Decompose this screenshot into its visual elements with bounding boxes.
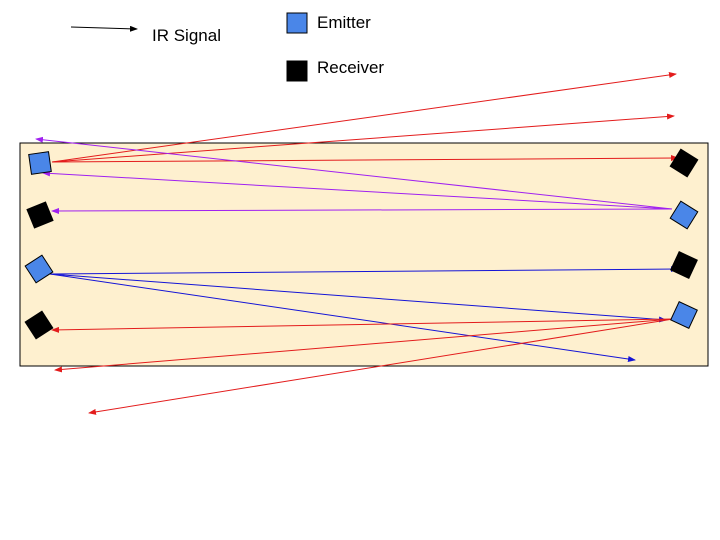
signal-red-line [51,318,674,333]
signal-blue-line [49,273,636,362]
signal-red-line [88,318,674,415]
signal-blue-line [49,273,667,323]
emitter-square [28,151,52,175]
receiver-square [670,251,698,279]
emitter-square [670,301,698,329]
receiver-square [669,148,699,178]
legend-receiver-label: Receiver [317,58,385,77]
legend-signal-label: IR Signal [152,26,221,45]
legend-emitter-swatch [286,12,308,34]
signal-red-line [51,113,675,163]
signal-blue-line [49,266,679,275]
signal-purple-line [51,207,673,214]
emitter-square [24,254,54,284]
legend-emitter-label: Emitter [317,13,371,32]
receiver-square [26,201,54,229]
signal-red-line [51,72,677,163]
signal-red-line [54,318,674,373]
legend-signal-arrow [70,25,138,32]
detection-area-panel [19,142,709,367]
signal-red-line [51,155,679,163]
receiver-square [24,310,54,340]
signal-purple-line [35,136,673,210]
emitter-square [669,200,699,230]
legend-receiver-swatch [286,60,308,82]
signal-purple-line [42,170,673,210]
